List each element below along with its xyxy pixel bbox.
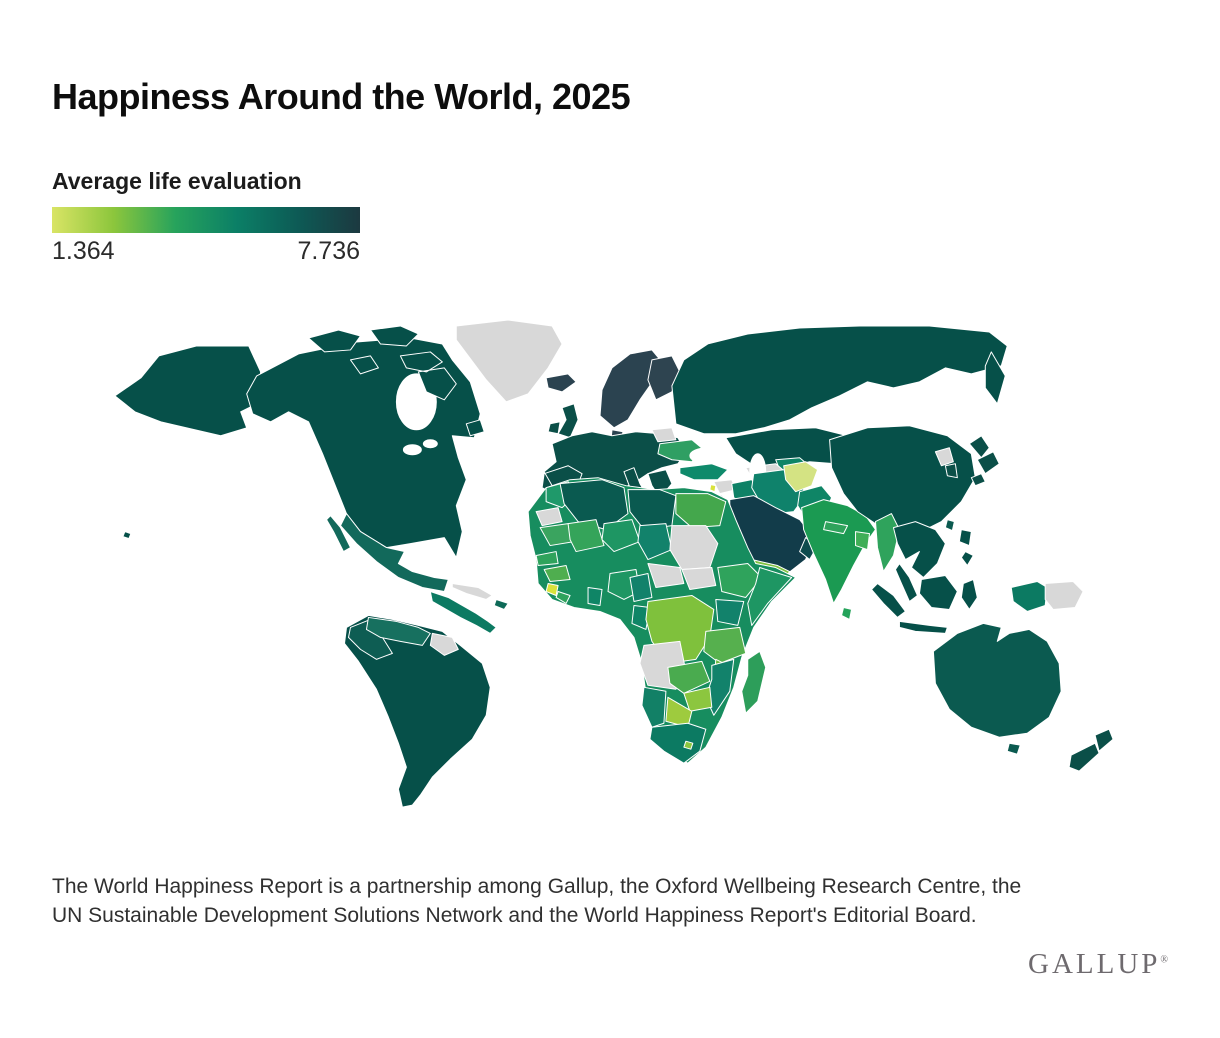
region-nepal[interactable] [823, 521, 849, 535]
region-java[interactable] [898, 620, 948, 634]
region-south-africa[interactable] [649, 722, 707, 764]
region-tanzania[interactable] [703, 626, 747, 664]
region-central-african-republic[interactable] [647, 563, 685, 588]
world-choropleth-map [100, 316, 1120, 850]
region-india[interactable] [801, 499, 877, 604]
region-ghana[interactable] [587, 586, 603, 606]
region-south-korea[interactable] [944, 463, 958, 479]
region-new-zealand[interactable] [1068, 728, 1114, 772]
region-mali[interactable] [567, 519, 605, 553]
region-egypt[interactable] [675, 493, 727, 529]
region-somalia[interactable] [747, 567, 793, 626]
region-west-papua[interactable] [1010, 581, 1048, 612]
region-south-america[interactable] [343, 614, 491, 808]
region-taiwan[interactable] [944, 519, 955, 532]
region-uk[interactable] [557, 403, 579, 439]
region-sumatra[interactable] [871, 583, 906, 618]
region-kenya[interactable] [715, 598, 745, 626]
region-tasmania[interactable] [1006, 742, 1021, 755]
region-japan[interactable] [968, 435, 1000, 487]
region-hispaniola[interactable] [493, 598, 509, 610]
region-newfoundland[interactable] [465, 419, 485, 437]
region-south-sudan[interactable] [681, 567, 717, 590]
region-turkey[interactable] [679, 463, 729, 481]
region-belarus[interactable] [651, 427, 677, 443]
legend-label: Average life evaluation [52, 168, 302, 194]
region-madagascar[interactable] [741, 650, 767, 714]
region-cuba[interactable] [451, 583, 493, 600]
gallup-logo-text: GALLUP [1028, 948, 1161, 980]
region-kamchatka[interactable] [984, 351, 1006, 405]
region-afghanistan[interactable] [783, 461, 819, 493]
region-cameroon[interactable] [629, 573, 653, 602]
region-bangladesh[interactable] [855, 531, 871, 551]
region-venezuela[interactable] [365, 616, 431, 646]
region-lebanon[interactable] [709, 484, 717, 493]
legend: Average life evaluation 1.364 7.736 [52, 168, 360, 266]
region-central-america[interactable] [429, 590, 497, 634]
legend-gradient-bar [52, 207, 360, 233]
region-sierra-leone[interactable] [545, 583, 559, 596]
region-arctic-islands[interactable] [308, 325, 457, 401]
region-guyana-suriname[interactable] [429, 632, 459, 656]
region-lesotho[interactable] [683, 740, 694, 750]
region-ireland[interactable] [547, 421, 561, 435]
region-north-korea[interactable] [934, 447, 954, 467]
region-russia[interactable] [671, 325, 1008, 435]
region-myanmar[interactable] [875, 513, 900, 573]
region-liberia[interactable] [555, 590, 571, 604]
region-alaska[interactable] [114, 345, 262, 437]
legend-min-value: 1.364 [52, 237, 115, 265]
region-chad[interactable] [637, 523, 673, 561]
region-philippines[interactable] [958, 529, 974, 567]
region-borneo[interactable] [918, 575, 958, 610]
region-baja[interactable] [326, 515, 351, 553]
region-mexico[interactable] [340, 513, 449, 592]
region-sulawesi[interactable] [960, 579, 978, 610]
great-lakes-water [402, 444, 422, 456]
region-zimbabwe[interactable] [683, 686, 713, 712]
footer-attribution: The World Happiness Report is a partners… [52, 872, 1182, 930]
region-greenland[interactable] [455, 319, 563, 403]
region-papua-new-guinea[interactable] [1044, 581, 1084, 610]
gallup-logo: GALLUP® [1028, 948, 1168, 981]
region-malay-peninsula[interactable] [894, 563, 918, 602]
region-mozambique[interactable] [705, 658, 735, 716]
registered-mark: ® [1160, 954, 1168, 966]
footer-line-2: UN Sustainable Development Solutions Net… [52, 904, 977, 927]
page-title: Happiness Around the World, 2025 [52, 76, 631, 118]
region-senegal[interactable] [535, 551, 559, 567]
region-guinea[interactable] [543, 565, 571, 583]
region-indochina[interactable] [892, 521, 946, 579]
region-iceland[interactable] [545, 373, 577, 393]
region-sri-lanka[interactable] [841, 606, 853, 620]
legend-max-value: 7.736 [297, 237, 360, 265]
region-western-sahara[interactable] [535, 507, 563, 527]
footer-line-1: The World Happiness Report is a partners… [52, 875, 1022, 898]
region-namibia[interactable] [641, 686, 667, 728]
region-zambia[interactable] [667, 660, 711, 694]
black-sea-water [689, 447, 727, 465]
great-lakes-water [422, 439, 438, 449]
region-gabon-congo[interactable] [631, 604, 651, 630]
region-niger[interactable] [601, 519, 641, 553]
region-australia[interactable] [932, 622, 1062, 738]
region-hawaii[interactable] [122, 531, 132, 540]
